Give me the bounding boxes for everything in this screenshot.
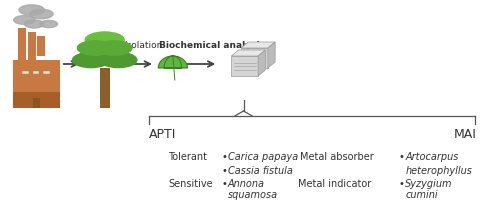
Circle shape	[14, 16, 35, 24]
Circle shape	[77, 41, 112, 55]
Circle shape	[24, 20, 44, 28]
Bar	[22, 71, 29, 74]
Text: Annona: Annona	[228, 179, 265, 189]
Text: Tolerant: Tolerant	[168, 152, 207, 162]
Circle shape	[73, 52, 110, 68]
Bar	[13, 60, 60, 108]
Bar	[13, 92, 60, 108]
Bar	[33, 71, 39, 74]
Circle shape	[40, 20, 57, 28]
Text: •: •	[398, 152, 404, 162]
Text: •: •	[222, 152, 227, 162]
Text: cumini: cumini	[405, 190, 438, 200]
Text: Isolation: Isolation	[125, 41, 163, 50]
Text: Cassia fistula: Cassia fistula	[228, 166, 293, 176]
Bar	[33, 98, 40, 108]
Bar	[37, 36, 45, 56]
Bar	[100, 68, 110, 108]
Polygon shape	[158, 56, 187, 68]
Text: Metal indicator: Metal indicator	[298, 179, 371, 189]
Bar	[43, 71, 50, 74]
Text: •: •	[222, 166, 227, 176]
Text: squamosa: squamosa	[228, 190, 278, 200]
Text: heterophyllus: heterophyllus	[405, 166, 472, 176]
Polygon shape	[268, 42, 275, 68]
Text: Sensitive: Sensitive	[168, 179, 213, 189]
Circle shape	[100, 52, 137, 68]
FancyBboxPatch shape	[241, 48, 268, 68]
Text: MAI: MAI	[454, 128, 476, 140]
FancyBboxPatch shape	[231, 56, 258, 76]
Bar	[18, 28, 26, 64]
Circle shape	[97, 41, 132, 55]
Text: •: •	[398, 179, 404, 189]
Bar	[28, 32, 36, 60]
Text: Metal absorber: Metal absorber	[300, 152, 373, 162]
Text: Syzygium: Syzygium	[405, 179, 453, 189]
Circle shape	[81, 44, 128, 64]
Text: Artocarpus: Artocarpus	[405, 152, 459, 162]
Polygon shape	[241, 42, 275, 48]
Polygon shape	[231, 50, 265, 56]
Polygon shape	[258, 50, 265, 76]
Circle shape	[85, 32, 124, 48]
Circle shape	[30, 9, 53, 19]
Text: Biochemical analysis: Biochemical analysis	[159, 41, 265, 50]
Text: •: •	[222, 179, 227, 189]
Text: Carica papaya: Carica papaya	[228, 152, 298, 162]
Text: APTI: APTI	[149, 128, 176, 140]
Circle shape	[19, 5, 44, 15]
